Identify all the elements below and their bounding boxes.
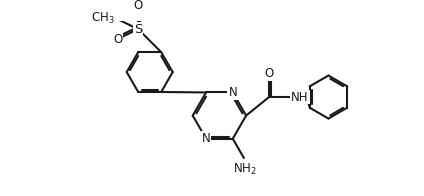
Text: S: S bbox=[134, 23, 142, 36]
Text: O: O bbox=[134, 0, 143, 12]
Text: N: N bbox=[229, 86, 237, 99]
Text: NH$_2$: NH$_2$ bbox=[233, 162, 257, 177]
Text: O: O bbox=[265, 67, 274, 80]
Text: O: O bbox=[113, 33, 123, 46]
Text: N: N bbox=[202, 132, 210, 145]
Text: NH: NH bbox=[291, 91, 309, 103]
Text: CH$_3$: CH$_3$ bbox=[91, 10, 115, 26]
